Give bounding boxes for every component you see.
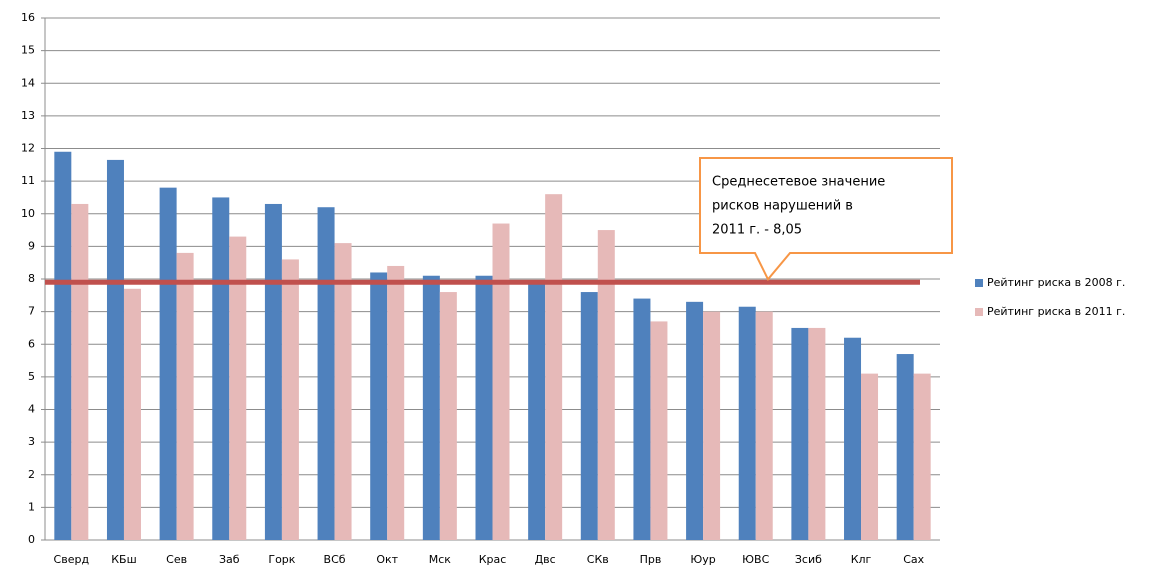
- bar: [71, 203, 89, 540]
- y-tick-label: 1: [28, 500, 35, 513]
- y-tick-label: 12: [21, 142, 35, 155]
- x-tick-label: Сах: [903, 553, 924, 566]
- bar: [176, 252, 194, 540]
- annotation: 2011 г. - 8,05: [712, 223, 802, 238]
- y-tick-label: 11: [21, 174, 35, 187]
- legend-label: Рейтинг риска в 2008 г.: [987, 276, 1125, 289]
- bar: [281, 259, 299, 540]
- bar: [334, 243, 352, 541]
- legend-swatch: [975, 279, 983, 287]
- y-tick-label: 4: [28, 403, 35, 416]
- bar: [844, 337, 862, 540]
- x-tick-label: Зсиб: [795, 553, 822, 566]
- annotation: рисков нарушений в: [712, 199, 853, 214]
- x-tick-label: СКв: [587, 553, 609, 566]
- x-tick-label: Двс: [535, 553, 556, 566]
- y-tick-label: 9: [28, 239, 35, 252]
- y-tick-label: 16: [21, 11, 35, 24]
- x-tick-label: Юур: [690, 553, 715, 566]
- bar: [791, 327, 809, 540]
- x-tick-label: ЮВС: [742, 553, 769, 566]
- y-tick-label: 8: [28, 272, 35, 285]
- x-tick-label: Заб: [219, 553, 240, 566]
- bar: [387, 265, 405, 540]
- bar: [475, 275, 493, 540]
- bar: [633, 298, 651, 540]
- y-tick-label: 6: [28, 337, 35, 350]
- bar: [913, 373, 931, 540]
- bar: [212, 197, 230, 540]
- bar: [755, 311, 773, 540]
- bar: [370, 272, 388, 540]
- y-tick-label: 10: [21, 207, 35, 220]
- bar: [650, 321, 668, 540]
- x-tick-label: Мск: [429, 553, 452, 566]
- annotation: Среднесетевое значение: [712, 175, 885, 190]
- x-tick-label: Клг: [851, 553, 872, 566]
- bar: [106, 159, 124, 540]
- x-tick-label: Окт: [376, 553, 398, 566]
- bar: [422, 275, 440, 540]
- y-tick-label: 14: [21, 76, 35, 89]
- bar: [317, 207, 335, 540]
- bar: [597, 230, 615, 540]
- bar: [738, 306, 756, 540]
- bar: [492, 223, 510, 540]
- bar: [123, 288, 141, 540]
- callout-box: [699, 157, 953, 282]
- bar: [54, 151, 72, 540]
- x-tick-label: Сев: [166, 553, 187, 566]
- bar: [808, 327, 826, 540]
- y-tick-label: 5: [28, 370, 35, 383]
- bar: [528, 282, 546, 540]
- legend-swatch: [975, 308, 983, 316]
- bar: [896, 354, 914, 540]
- legend-label: Рейтинг риска в 2011 г.: [987, 305, 1125, 318]
- bar: [159, 187, 177, 540]
- x-tick-label: Прв: [640, 553, 662, 566]
- x-tick-label: КБш: [111, 553, 136, 566]
- x-tick-label: ВСб: [324, 553, 346, 566]
- bar: [439, 292, 457, 540]
- y-tick-label: 15: [21, 44, 35, 57]
- y-tick-label: 0: [28, 533, 35, 546]
- y-tick-label: 13: [21, 109, 35, 122]
- bar: [686, 301, 704, 540]
- bar: [580, 292, 598, 540]
- x-tick-label: Крас: [479, 553, 507, 566]
- y-tick-label: 7: [28, 305, 35, 318]
- y-tick-label: 3: [28, 435, 35, 448]
- x-tick-label: Горк: [268, 553, 295, 566]
- bar: [264, 203, 282, 540]
- x-tick-label: Сверд: [54, 553, 90, 566]
- bar: [229, 236, 247, 540]
- bar: [545, 194, 563, 541]
- bar: [703, 311, 721, 540]
- bar: [861, 373, 879, 540]
- y-tick-label: 2: [28, 468, 35, 481]
